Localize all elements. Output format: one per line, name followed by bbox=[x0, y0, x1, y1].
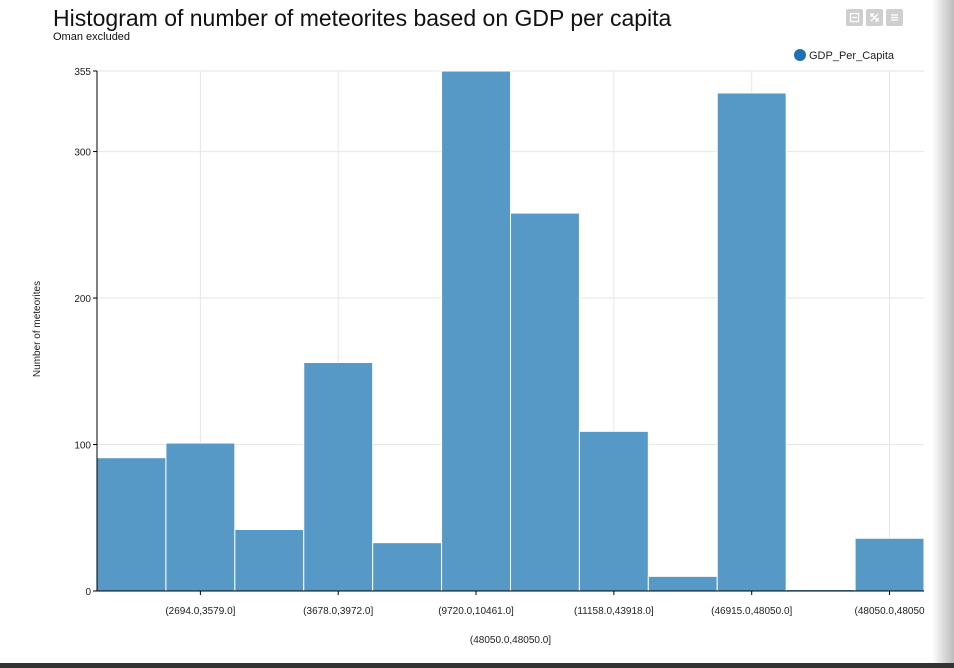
y-tick-label: 100 bbox=[74, 441, 91, 452]
x-tick-label-secondary: (48050.0,48050.0] bbox=[470, 635, 551, 646]
legend-marker bbox=[794, 49, 806, 61]
y-axis-title: Number of meteorites bbox=[32, 281, 43, 377]
histogram-bar bbox=[510, 212, 580, 592]
histogram-bar bbox=[234, 528, 305, 592]
histogram-bar bbox=[96, 457, 167, 592]
chart-subtitle: Oman excluded bbox=[53, 31, 131, 43]
y-tick-label: 200 bbox=[74, 294, 91, 305]
x-tick-label: (48050.0,48050 bbox=[855, 606, 926, 617]
histogram-bar bbox=[303, 361, 374, 592]
menu-button[interactable] bbox=[886, 9, 903, 26]
x-tick-label: (46915.0,48050.0] bbox=[711, 606, 792, 617]
histogram-bar bbox=[647, 575, 718, 592]
histogram-bar bbox=[854, 537, 925, 592]
legend-label: GDP_Per_Capita bbox=[809, 50, 895, 62]
window-edge bbox=[932, 0, 954, 668]
x-tick-label: (2694.0,3579.0] bbox=[165, 606, 235, 617]
y-tick-label: 0 bbox=[85, 587, 91, 598]
x-tick-label: (11158.0,43918.0] bbox=[574, 606, 654, 617]
minimize-button[interactable] bbox=[846, 9, 863, 26]
expand-button[interactable] bbox=[866, 9, 883, 26]
histogram-bar bbox=[372, 542, 443, 592]
y-tick-label: 300 bbox=[74, 148, 91, 159]
window-bottom-edge bbox=[0, 663, 954, 668]
menu-icon bbox=[891, 14, 898, 21]
chart-toolbar bbox=[846, 9, 903, 26]
histogram-bar bbox=[165, 442, 236, 592]
x-tick-label: (9720.0,10461.0] bbox=[438, 606, 514, 617]
histogram-bar bbox=[441, 70, 512, 592]
y-tick-label: 355 bbox=[74, 67, 91, 78]
minimize-icon bbox=[849, 12, 860, 23]
chart-title: Histogram of number of meteorites based … bbox=[53, 5, 672, 31]
x-tick-label: (3678.0,3972.0] bbox=[303, 606, 373, 617]
histogram-bar bbox=[716, 92, 787, 592]
histogram-bar bbox=[578, 430, 649, 592]
expand-icon bbox=[870, 13, 879, 22]
